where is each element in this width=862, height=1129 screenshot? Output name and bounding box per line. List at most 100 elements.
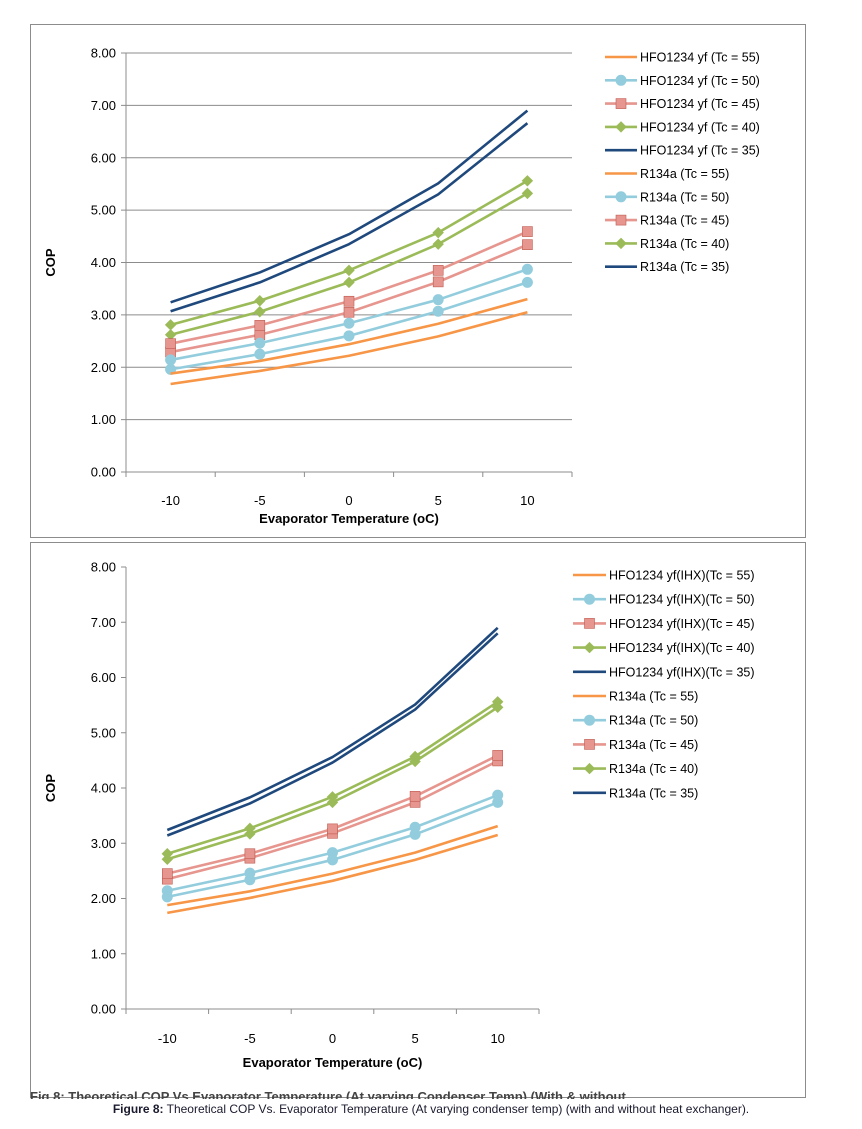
legend-item: R134a (Tc = 40) — [573, 762, 698, 776]
data-point — [161, 848, 174, 860]
legend-swatch-marker — [615, 98, 627, 109]
y-tick-label: 7.00 — [91, 98, 116, 113]
y-tick-label: 3.00 — [91, 836, 116, 851]
legend-label: R134a (Tc = 50) — [609, 714, 698, 728]
y-tick-label: 4.00 — [91, 255, 116, 270]
series-2 — [165, 239, 533, 358]
x-tick-label: 0 — [345, 493, 352, 508]
x-tick-label: 10 — [490, 1031, 504, 1046]
figure-caption-label: Figure 8: — [112, 1102, 164, 1116]
legend-item: HFO1234 yf (Tc = 40) — [605, 120, 760, 134]
legend-swatch-marker — [615, 237, 627, 250]
legend-item: HFO1234 yf(IHX)(Tc = 45) — [573, 617, 755, 631]
figure-caption: Figure 8: Theoretical COP Vs. Evaporator… — [0, 1102, 862, 1116]
series-0 — [170, 311, 528, 386]
legend-label: HFO1234 yf (Tc = 45) — [640, 97, 760, 111]
y-tick-label: 2.00 — [91, 891, 116, 906]
legend-label: HFO1234 yf (Tc = 55) — [640, 51, 760, 65]
legend-label: HFO1234 yf (Tc = 50) — [640, 74, 760, 88]
data-point — [161, 885, 173, 897]
series-line — [170, 122, 529, 313]
series-9 — [170, 109, 529, 304]
y-axis-title: COP — [43, 774, 58, 803]
data-point — [254, 348, 266, 360]
cop-chart-with-ihx: 0.00 1.00 2.00 3.00 4.00 5.00 6.00 7.00 8.00 -10 -… — [43, 560, 755, 1071]
legend-label: R134a (Tc = 40) — [640, 237, 729, 251]
y-tick-label: 5.00 — [91, 203, 116, 218]
legend-item: R134a (Tc = 40) — [605, 237, 729, 251]
data-point — [164, 319, 177, 331]
data-point — [164, 329, 177, 341]
x-tick-label: -5 — [254, 493, 266, 508]
legend-label: HFO1234 yf(IHX)(Tc = 50) — [609, 593, 755, 607]
y-tick-label: 1.00 — [91, 412, 116, 427]
x-tick-label: 5 — [435, 493, 442, 508]
legend-swatch-marker — [583, 762, 596, 775]
series-6 — [161, 789, 504, 897]
chart-panel-bottom: 0.00 1.00 2.00 3.00 4.00 5.00 6.00 7.00 8.00 -10 -… — [30, 542, 806, 1098]
legend-item: R134a (Tc = 55) — [573, 690, 698, 704]
data-point — [244, 822, 256, 835]
series-1 — [165, 276, 533, 375]
data-point — [343, 295, 355, 307]
data-point — [165, 354, 177, 366]
series-5 — [170, 297, 528, 375]
y-tick-label: 0.00 — [91, 465, 116, 480]
legend-item: R134a (Tc = 45) — [573, 738, 698, 752]
cut-off-caption: Fig 8: Theoretical COP Vs Evaporator Tem… — [30, 1090, 626, 1099]
data-point — [343, 276, 355, 289]
data-point — [521, 263, 533, 275]
legend-swatch-marker — [584, 714, 595, 726]
data-point — [522, 239, 533, 250]
data-point — [432, 294, 444, 306]
series-5 — [167, 824, 499, 907]
legend-item: HFO1234 yf(IHX)(Tc = 50) — [573, 593, 755, 607]
legend-item: R134a (Tc = 55) — [605, 167, 729, 181]
legend-item: R134a (Tc = 35) — [573, 786, 698, 800]
legend-label: R134a (Tc = 55) — [640, 167, 729, 181]
legend-swatch-marker — [584, 739, 595, 750]
legend-label: HFO1234 yf(IHX)(Tc = 35) — [609, 665, 755, 679]
legend-item: HFO1234 yf (Tc = 50) — [605, 74, 760, 88]
data-point — [162, 868, 173, 879]
y-tick-label: 3.00 — [91, 307, 116, 322]
data-point — [244, 867, 256, 879]
y-tick-label: 6.00 — [91, 670, 116, 685]
legend-item: HFO1234 yf (Tc = 45) — [605, 97, 760, 111]
data-point — [409, 750, 421, 763]
legend-item: HFO1234 yf(IHX)(Tc = 55) — [573, 569, 755, 583]
legend-swatch-marker — [584, 593, 595, 605]
series-9 — [166, 626, 499, 832]
legend-item: HFO1234 yf (Tc = 35) — [605, 144, 760, 158]
data-point — [254, 337, 266, 349]
legend-swatch-marker — [583, 641, 596, 654]
series-line — [166, 632, 499, 837]
series-0 — [167, 833, 499, 915]
data-point — [326, 791, 339, 803]
y-tick-label: 5.00 — [91, 725, 116, 740]
series-line — [166, 626, 499, 832]
x-tick-label: -10 — [161, 493, 180, 508]
legend-item: HFO1234 yf(IHX)(Tc = 35) — [573, 665, 755, 679]
y-tick-label: 2.00 — [91, 360, 116, 375]
legend-swatch-marker — [615, 191, 627, 203]
legend-label: HFO1234 yf(IHX)(Tc = 45) — [609, 617, 755, 631]
series-7 — [162, 750, 504, 879]
data-point — [491, 696, 504, 708]
legend-swatch-marker — [615, 121, 627, 133]
figure-caption-text: Theoretical COP Vs. Evaporator Temperatu… — [163, 1102, 750, 1116]
data-point — [409, 790, 421, 802]
series-7 — [165, 226, 533, 349]
data-point — [432, 238, 444, 250]
data-point — [432, 276, 444, 288]
data-point — [254, 320, 266, 331]
data-point — [492, 750, 504, 761]
data-point — [165, 338, 176, 349]
series-line — [167, 824, 499, 907]
y-tick-label: 6.00 — [91, 150, 116, 165]
legend-swatch-marker — [584, 618, 595, 629]
y-axis-title: COP — [43, 248, 58, 277]
data-point — [492, 789, 504, 801]
y-tick-label: 7.00 — [91, 615, 116, 630]
legend-label: R134a (Tc = 50) — [640, 190, 729, 204]
